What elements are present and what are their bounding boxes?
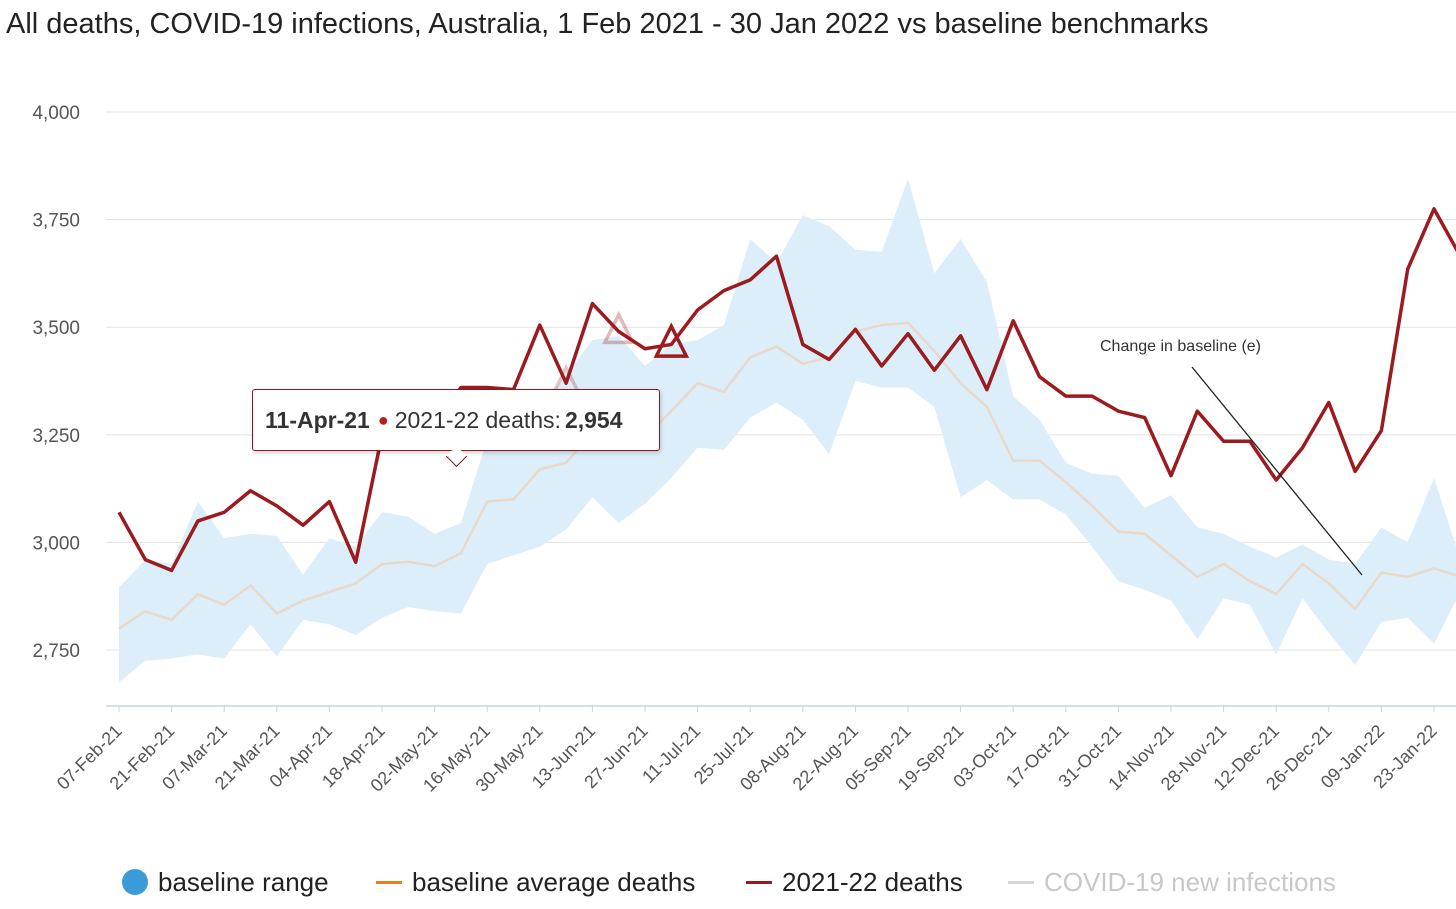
tooltip: 11-Apr-21 ● 2021-22 deaths: 2,954 (252, 389, 660, 451)
y-tick-label: 3,250 (32, 426, 80, 447)
data-marker-active (653, 322, 690, 358)
deaths-line-group (117, 207, 1456, 573)
tooltip-date: 11-Apr-21 (265, 406, 370, 433)
tooltip-value: 2,954 (564, 406, 623, 433)
chart-plot[interactable]: 2,750 3,000 3,250 3,500 3,750 4,000 Change in… (0, 0, 1456, 860)
legend-label: 2021-22 deaths (782, 866, 963, 897)
y-tick-label: 2,750 (32, 641, 80, 662)
legend-label: COVID-19 new infections (1044, 866, 1336, 897)
legend-item-baseline-range[interactable]: baseline range (122, 862, 329, 902)
y-tick-label: 4,000 (32, 103, 80, 124)
baseline-average-line-group (118, 321, 1456, 630)
annotation-group: Change in baseline (e) (1100, 338, 1363, 576)
y-tick-label: 3,000 (32, 533, 80, 554)
legend-line-icon (376, 880, 402, 884)
legend-line-icon (746, 880, 772, 884)
legend-item-baseline-average[interactable]: baseline average deaths (376, 862, 695, 902)
tooltip-series: 2021-22 deaths: (394, 406, 561, 433)
legend-item-deaths[interactable]: 2021-22 deaths (746, 862, 963, 902)
deaths-line (117, 207, 1456, 573)
chart-title: All deaths, COVID-19 infections, Austral… (6, 8, 1209, 40)
annotation-pointer (1191, 366, 1363, 576)
tooltip-dot-icon: ● (377, 409, 389, 430)
legend-line-icon (1008, 880, 1034, 884)
x-axis: 07-Feb-2121-Feb-2107-Mar-2121-Mar-2104-A… (53, 706, 1441, 796)
y-axis: 2,750 3,000 3,250 3,500 3,750 4,000 (32, 103, 80, 662)
legend: baseline range baseline average deaths 2… (0, 862, 1456, 902)
baseline-average-line (118, 321, 1456, 630)
legend-item-covid-infections[interactable]: COVID-19 new infections (1008, 862, 1336, 902)
y-tick-label: 3,750 (32, 211, 80, 232)
data-marker (602, 310, 636, 345)
legend-dot-icon (122, 869, 148, 895)
legend-label: baseline range (158, 866, 329, 897)
legend-label: baseline average deaths (412, 866, 696, 897)
annotation-label: Change in baseline (e) (1100, 338, 1261, 355)
y-tick-label: 3,500 (32, 318, 80, 339)
